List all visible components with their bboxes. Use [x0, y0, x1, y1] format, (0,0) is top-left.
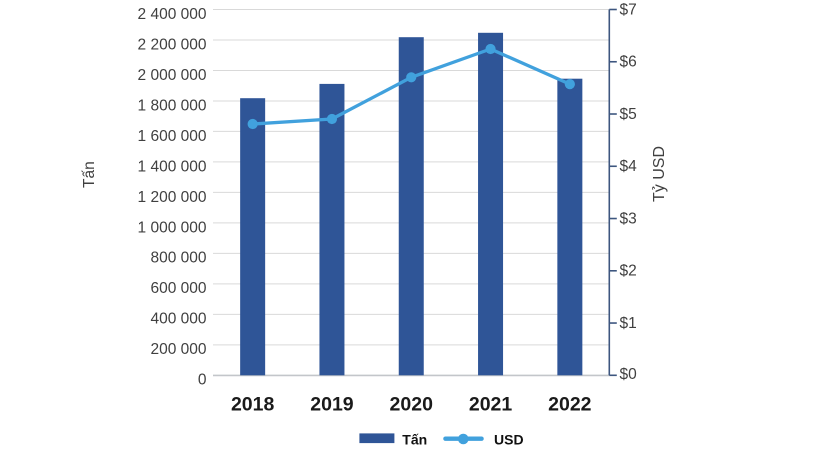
svg-text:$3: $3: [620, 210, 637, 227]
svg-text:400 000: 400 000: [150, 311, 206, 328]
svg-text:1 000 000: 1 000 000: [138, 219, 207, 236]
svg-text:600 000: 600 000: [150, 280, 206, 297]
svg-text:2 400 000: 2 400 000: [138, 6, 207, 23]
svg-text:1 800 000: 1 800 000: [138, 97, 207, 114]
svg-text:Tấn: Tấn: [81, 161, 98, 188]
svg-text:USD: USD: [494, 431, 524, 447]
svg-text:1 200 000: 1 200 000: [138, 189, 207, 206]
svg-text:2018: 2018: [231, 394, 275, 416]
svg-text:$6: $6: [620, 54, 637, 71]
svg-text:Tấn: Tấn: [402, 431, 427, 447]
svg-text:$1: $1: [620, 315, 637, 332]
svg-text:1 400 000: 1 400 000: [138, 158, 207, 175]
svg-text:$7: $7: [620, 1, 637, 18]
svg-text:2019: 2019: [310, 394, 354, 416]
svg-text:2020: 2020: [390, 394, 434, 416]
svg-text:2021: 2021: [469, 394, 513, 416]
svg-text:200 000: 200 000: [150, 341, 206, 358]
svg-text:$2: $2: [620, 263, 637, 280]
svg-text:2 000 000: 2 000 000: [138, 67, 207, 84]
svg-text:$0: $0: [620, 366, 638, 383]
svg-text:$5: $5: [620, 106, 637, 123]
svg-text:800 000: 800 000: [150, 250, 206, 267]
svg-text:2 200 000: 2 200 000: [138, 36, 207, 53]
svg-text:2022: 2022: [548, 394, 592, 416]
svg-text:1 600 000: 1 600 000: [138, 128, 207, 145]
svg-text:$4: $4: [620, 158, 638, 175]
svg-text:Tỷ USD: Tỷ USD: [651, 146, 668, 202]
svg-text:0: 0: [198, 372, 207, 389]
